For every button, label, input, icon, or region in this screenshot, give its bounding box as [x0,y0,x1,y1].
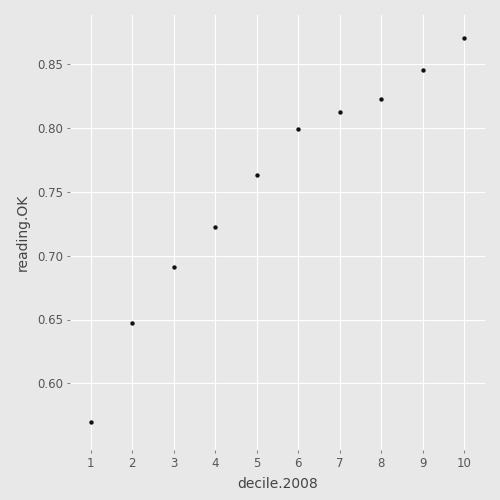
Point [128,320,136,328]
X-axis label: decile.2008: decile.2008 [237,477,318,491]
Point [170,263,178,271]
Point [252,171,261,179]
Point [460,34,468,42]
Point [294,125,302,133]
Point [87,418,95,426]
Point [336,108,344,116]
Point [211,224,219,232]
Point [378,96,386,104]
Point [419,66,427,74]
Y-axis label: reading.OK: reading.OK [16,194,30,271]
